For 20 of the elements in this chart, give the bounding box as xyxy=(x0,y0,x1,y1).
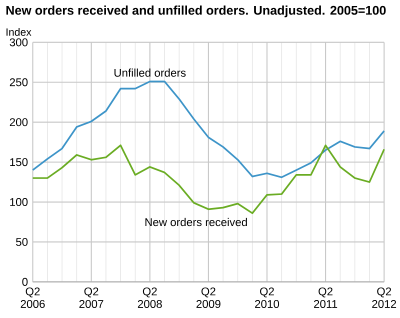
y-tick-label: 0 xyxy=(22,278,28,286)
line-series xyxy=(32,144,385,214)
y-axis-title: Index xyxy=(6,28,32,36)
y-tick-label: 200 xyxy=(10,118,28,126)
line-series xyxy=(32,80,385,178)
x-tick-label: Q2 2011 xyxy=(314,288,338,308)
y-tick-label: 50 xyxy=(16,238,28,246)
x-tick-label: Q2 2012 xyxy=(372,288,396,308)
y-tick-label: 150 xyxy=(10,158,28,166)
series-label: Unfilled orders xyxy=(114,68,186,77)
x-tick-label: Q2 2009 xyxy=(196,288,220,308)
y-tick-label: 300 xyxy=(10,38,28,47)
x-tick-label: Q2 2008 xyxy=(138,288,162,308)
x-tick-label: Q2 2007 xyxy=(79,288,104,308)
x-tick-label: Q2 2006 xyxy=(20,288,45,308)
chart-title: New orders received and unfilled orders. Unadjusted. 2005=100 xyxy=(6,6,386,18)
y-tick-label: 100 xyxy=(10,198,28,206)
y-tick-label: 250 xyxy=(10,78,28,86)
series-label: New orders received xyxy=(145,218,247,226)
x-tick-label: Q2 2010 xyxy=(255,288,280,308)
